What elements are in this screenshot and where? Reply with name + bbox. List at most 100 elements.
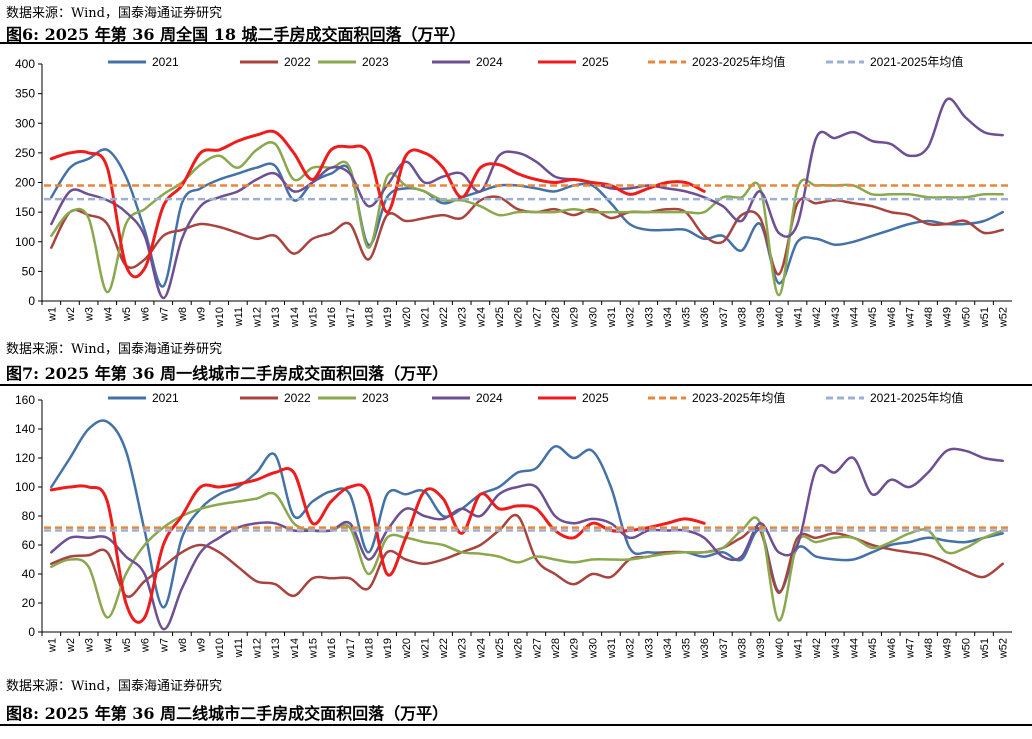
legend-label-2025: 2025	[582, 55, 609, 69]
legend-label-2023: 2023	[362, 391, 389, 405]
x-tick-label: w3	[84, 638, 96, 653]
x-tick-label: w3	[84, 307, 96, 322]
x-tick-label: w11	[233, 307, 245, 327]
legend-label-avg2125: 2021-2025年均值	[870, 390, 963, 405]
figure-7-source: 数据来源：Wind，国泰海通证券研究	[6, 342, 222, 357]
y-tick-label: 350	[15, 87, 35, 101]
x-tick-label: w36	[699, 638, 711, 659]
series-line-2025	[49, 466, 706, 624]
x-tick-label: w10	[214, 307, 226, 328]
x-tick-label: w43	[830, 638, 842, 659]
legend-label-avg2325: 2023-2025年均值	[692, 390, 785, 405]
x-tick-label: w16	[326, 638, 338, 659]
figure-6-chart: 0 50 100 150 200 250 300 350 400 w1 w2 w3 w4 w5 w6 w7 w8…	[15, 54, 1012, 328]
x-tick-label: w4	[102, 307, 114, 322]
x-tick-label: w30	[587, 638, 599, 659]
legend-label-2022: 2022	[284, 55, 311, 69]
x-tick-label: w27	[531, 307, 543, 328]
y-tick-label: 300	[15, 116, 35, 130]
legend-label-2021: 2021	[152, 391, 179, 405]
x-tick-label: w46	[886, 307, 898, 328]
x-tick-label: w40	[774, 307, 786, 328]
y-tick-label: 20	[22, 596, 36, 610]
figure-6-divider	[0, 42, 1032, 44]
x-tick-label: w9	[196, 307, 208, 322]
x-tick-label: w10	[214, 638, 226, 659]
x-tick-label: w22	[438, 638, 450, 659]
x-tick-label: w13	[270, 307, 282, 328]
x-tick-label: w40	[774, 638, 786, 659]
x-tick-label: w21	[419, 638, 431, 659]
x-tick-label: w6	[140, 638, 152, 653]
y-tick-label: 200	[15, 176, 35, 190]
x-tick-label: w1	[46, 307, 58, 322]
x-tick-label: w35	[681, 307, 693, 328]
x-tick-label: w39	[755, 638, 767, 659]
x-tick-label: w38	[737, 307, 749, 328]
figure-6-title: 图6: 2025 年第 36 周全国 18 城二手房成交面积回落（万平）	[6, 25, 466, 44]
y-tick-label: 120	[15, 451, 35, 465]
x-tick-label: w18	[363, 638, 375, 659]
series-line-2025	[49, 129, 706, 279]
x-tick-label: w18	[363, 307, 375, 328]
x-tick-label: w31	[606, 638, 618, 659]
x-tick-label: w32	[625, 638, 637, 659]
x-tick-label: w33	[643, 307, 655, 328]
x-tick-label: w25	[494, 307, 506, 328]
legend-label-avg2125: 2021-2025年均值	[870, 54, 963, 69]
legend-label-2024: 2024	[476, 391, 503, 405]
y-tick-label: 60	[22, 538, 36, 552]
source-note-top: 数据来源：Wind，国泰海通证券研究	[6, 6, 222, 21]
legend-label-2023: 2023	[362, 55, 389, 69]
x-tick-label: w17	[345, 638, 357, 659]
legend-label-2021: 2021	[152, 55, 179, 69]
x-tick-label: w27	[531, 638, 543, 659]
y-tick-label: 140	[15, 422, 35, 436]
x-tick-label: w14	[289, 638, 301, 659]
x-tick-label: w45	[867, 307, 879, 328]
x-tick-label: w8	[177, 638, 189, 653]
x-tick-label: w2	[65, 638, 77, 653]
x-tick-label: w36	[699, 307, 711, 328]
x-tick-label: w50	[960, 638, 972, 659]
y-tick-label: 160	[15, 393, 35, 407]
x-tick-label: w52	[998, 307, 1010, 328]
x-tick-label: w28	[550, 307, 562, 328]
x-tick-label: w49	[942, 307, 954, 328]
x-tick-label: w17	[345, 307, 357, 328]
x-tick-label: w52	[998, 638, 1010, 659]
x-tick-label: w50	[960, 307, 972, 328]
x-tick-label: w42	[811, 307, 823, 328]
x-tick-label: w21	[419, 307, 431, 328]
x-tick-label: w12	[252, 638, 264, 659]
y-tick-label: 50	[22, 264, 36, 278]
x-tick-label: w29	[569, 638, 581, 659]
x-tick-label: w47	[904, 638, 916, 659]
x-tick-label: w5	[121, 307, 133, 322]
x-tick-label: w20	[401, 638, 413, 659]
x-tick-label: w37	[718, 307, 730, 328]
legend-label-avg2325: 2023-2025年均值	[692, 54, 785, 69]
x-tick-label: w8	[177, 307, 189, 322]
x-tick-label: w49	[942, 638, 954, 659]
series-line-2022	[50, 195, 1004, 276]
figure-8-divider	[0, 724, 1032, 726]
x-tick-label: w35	[681, 638, 693, 659]
figure-7-title: 图7: 2025 年第 36 周一线城市二手房成交面积回落（万平）	[6, 364, 449, 383]
x-tick-label: w13	[270, 638, 282, 659]
x-tick-label: w2	[65, 307, 77, 322]
x-tick-label: w23	[457, 638, 469, 659]
series-line-2024	[50, 447, 1004, 631]
x-tick-label: w32	[625, 307, 637, 328]
series-line-2023	[50, 491, 1004, 622]
x-tick-label: w46	[886, 638, 898, 659]
x-tick-label: w45	[867, 638, 879, 659]
x-tick-label: w34	[662, 307, 674, 328]
x-tick-label: w41	[792, 638, 804, 659]
x-tick-label: w22	[438, 307, 450, 328]
y-tick-label: 0	[28, 294, 35, 308]
x-tick-label: w51	[979, 638, 991, 659]
x-tick-label: w41	[792, 307, 804, 328]
x-tick-label: w34	[662, 638, 674, 659]
x-tick-label: w7	[158, 638, 170, 653]
